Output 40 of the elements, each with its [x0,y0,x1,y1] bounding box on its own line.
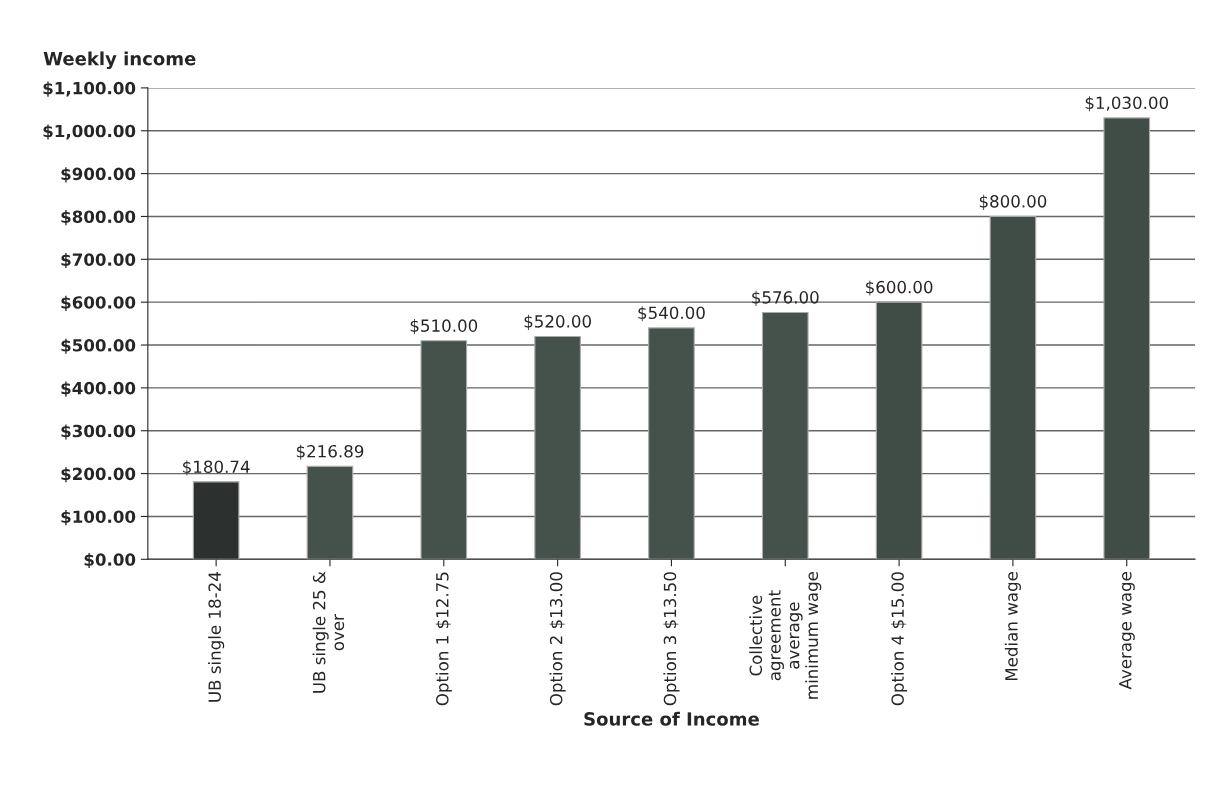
y-tick-label: $900.00 [61,167,136,183]
y-tick-label: $400.00 [61,381,136,397]
y-tick-label: $1,100.00 [43,81,136,97]
bar [761,311,809,560]
y-tick-label: $300.00 [61,424,136,440]
y-tick-label: $200.00 [61,467,136,483]
y-tick-label: $800.00 [61,210,136,226]
x-tick-label: Collective agreement average minimum wage [749,571,822,699]
bar [534,335,581,560]
data-label: $520.00 [524,314,591,330]
data-label: $540.00 [638,306,705,322]
y-axis-title: Weekly income [43,51,196,70]
bar [875,301,923,560]
bar [306,465,354,560]
y-tick-label: $600.00 [61,295,136,311]
y-tick-label: $0.00 [84,552,136,569]
x-tick-label: Average wage [1119,572,1135,690]
y-tick-label: $700.00 [61,252,136,269]
x-tick-label: Option 1 $12.75 [435,572,452,706]
x-tick-label: Option 3 $13.50 [663,572,680,706]
x-tick-label: Option 2 $13.00 [549,572,566,706]
data-label: $180.74 [183,460,250,476]
x-tick-label: UB single 18-24 [208,572,225,702]
bar [1103,117,1151,560]
x-tick-label: UB single 25 & over [312,571,345,693]
data-label: $600.00 [866,280,933,296]
y-tick-label: $500.00 [61,338,136,354]
data-label: $576.00 [752,290,819,306]
data-label: $1,030.00 [1085,96,1169,112]
bar [989,215,1037,560]
x-tick-label: Median wage [1004,572,1021,681]
bar [420,340,468,560]
x-axis-title: Source of Income [584,711,759,726]
y-tick-label: $1,000.00 [43,124,136,140]
bar [648,327,695,560]
data-label: $800.00 [979,194,1047,210]
data-label: $216.89 [296,444,364,460]
x-tick-label: Option 4 $15.00 [891,572,908,706]
data-label: $510.00 [410,319,478,335]
y-tick-label: $100.00 [61,510,136,526]
